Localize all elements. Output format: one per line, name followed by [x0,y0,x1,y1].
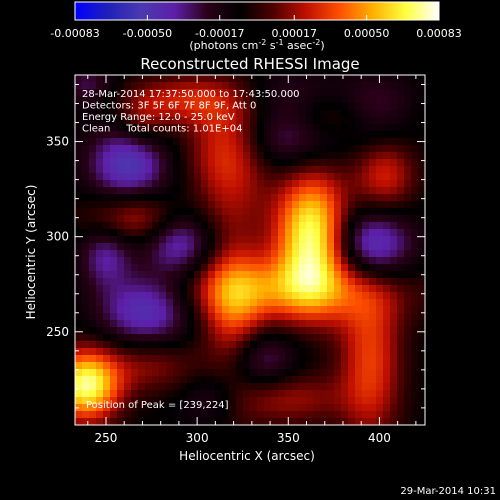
y-tick-label: 350 [46,135,69,149]
colorbar-ticks: -0.00083 -0.00050 -0.00017 0.00017 0.00050 0.… [50,15,462,40]
heatmap-image [75,75,426,426]
colorbar-tick-label: 0.00083 [416,27,462,40]
x-tick-label: 350 [277,431,300,445]
colorbar-units: (photons cm-2 s-1 asec-2) [189,38,324,52]
annotation-line: 28-Mar-2014 17:37:50.000 to 17:43:50.000 [82,89,300,100]
annotation-line: Clean Total counts: 1.01E+04 [82,124,242,135]
plot-axes: 250 300 350 400 250 300 350 [46,74,426,445]
plot-frame [74,74,426,426]
colorbar-tick-label: -0.00083 [50,27,99,40]
y-tick-label: 250 [46,325,69,339]
x-tick-label: 300 [186,431,209,445]
chart-title: Reconstructed RHESSI Image [140,55,359,73]
y-axis-label: Heliocentric Y (arcsec) [24,185,38,320]
colorbar-tick-label: 0.00017 [272,27,318,40]
y-tick-label: 300 [46,230,69,244]
colorbar [74,1,440,21]
colorbar-tick-label: -0.00017 [195,27,244,40]
colorbar-tick-label: 0.00050 [344,27,390,40]
peak-position-label: Position of Peak = [239,224] [86,400,229,411]
footer-timestamp: 29-Mar-2014 10:31 [400,486,496,497]
colorbar-tick-label: -0.00050 [123,27,172,40]
x-tick-label: 250 [95,431,118,445]
annotation-line: Energy Range: 12.0 - 25.0 keV [82,112,235,123]
x-tick-label: 400 [368,431,391,445]
x-axis-label: Heliocentric X (arcsec) [179,449,315,463]
annotation-block: 28-Mar-2014 17:37:50.000 to 17:43:50.000… [82,89,300,135]
annotation-line: Detectors: 3F 5F 6F 7F 8F 9F, Att 0 [82,101,256,112]
